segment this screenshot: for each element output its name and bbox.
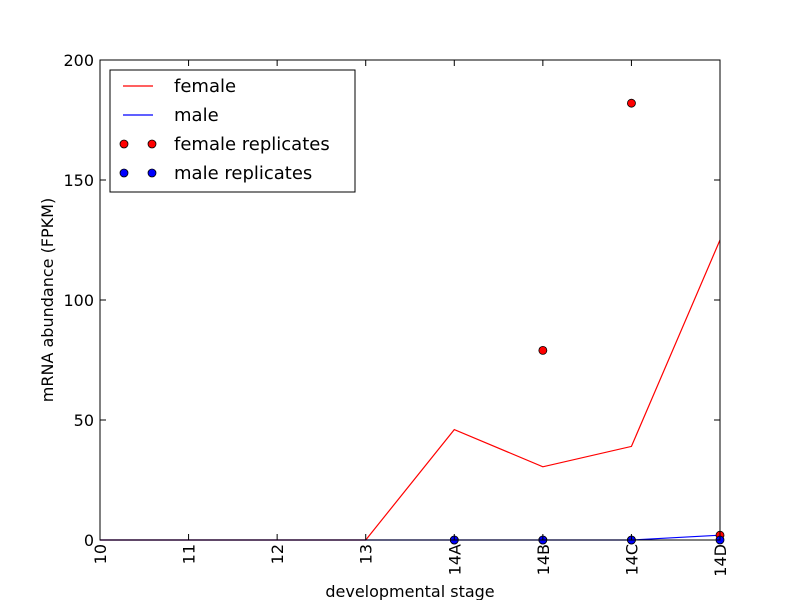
series-line-female [100,239,721,541]
x-tick-label: 14B [534,544,553,575]
legend-label-male-replicates: male replicates [174,163,312,184]
y-tick-label: 200 [63,51,94,70]
legend-swatch-female-replicates [119,139,129,149]
x-tick-label: 13 [357,544,376,564]
y-tick-label: 150 [63,171,94,190]
y-axis-label: mRNA abundance (FPKM) [38,198,57,402]
legend-swatch-male-replicates [119,168,129,178]
x-tick-label: 14C [622,544,641,576]
legend-label-male: male [174,105,219,126]
x-axis-label: developmental stage [325,582,494,600]
x-tick-label: 11 [180,544,199,564]
tick-labels: 0 50 100 150 200 10 11 12 13 14A 14B 14C 14D [63,51,730,577]
legend-swatch-male-replicates [147,168,157,178]
data-point-female-replicates [538,345,548,355]
data-point-female-replicates [627,98,636,108]
y-tick-label: 100 [63,291,94,310]
x-tick-label: 14A [445,544,464,575]
y-tick-label: 0 [84,531,94,550]
axis-ticks [99,59,721,541]
x-tick-label: 10 [91,544,110,564]
legend-label-female-replicates: female replicates [174,134,330,155]
y-tick-label: 50 [74,411,94,430]
legend-label-female: female [174,76,236,97]
x-tick-label: 12 [268,544,287,564]
series-line-male [100,534,721,541]
legend: female male female replicates male replicat… [109,69,356,193]
x-tick-label: 14D [711,544,730,577]
legend-swatch-female-replicates [147,139,157,149]
